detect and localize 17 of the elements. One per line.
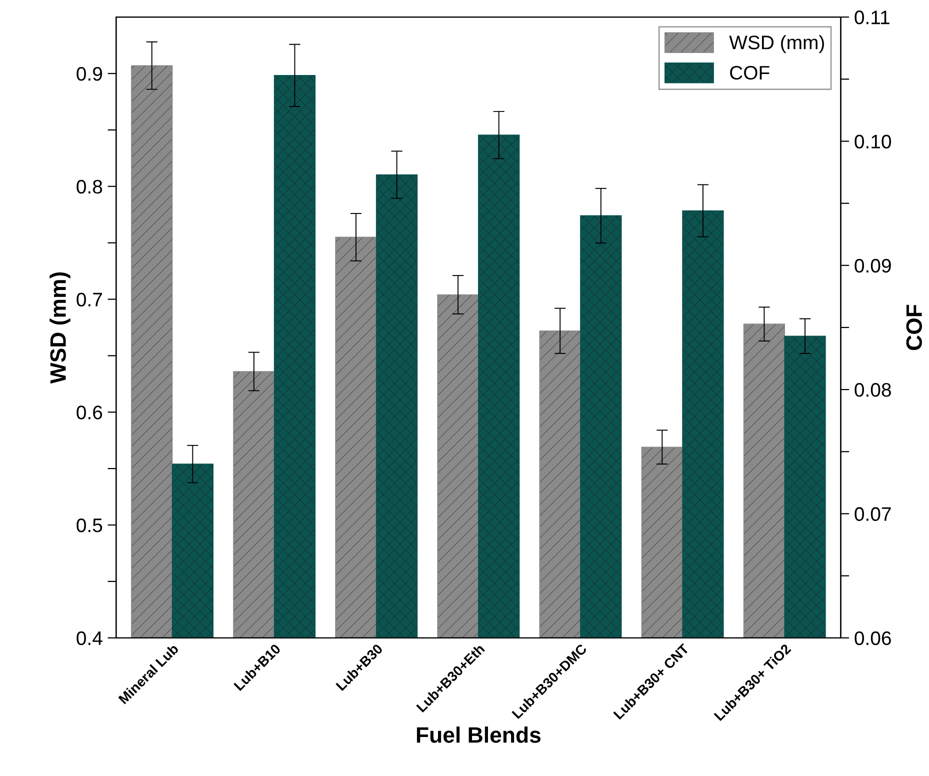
y2-tick-label: 0.06 [854, 631, 891, 646]
y-tick-label: 0.8 [76, 180, 102, 194]
y2-tick-label: 0.07 [854, 507, 891, 521]
y-tick-label: 0.4 [76, 631, 102, 646]
legend-label: COF [730, 66, 770, 80]
y2-tick-label: 0.08 [854, 383, 891, 397]
y2-tick-label: 0.09 [854, 258, 891, 273]
x-axis-title: Fuel Blends [416, 726, 540, 743]
y-tick-label: 0.6 [76, 406, 102, 420]
y-tick-label: 0.9 [76, 66, 102, 81]
legend-label: WSD (mm) [729, 35, 824, 54]
y2-tick-label: 0.11 [854, 10, 890, 24]
y2-tick-label: 0.10 [854, 134, 892, 148]
y-axis-title: WSD (mm) [50, 272, 70, 384]
y2-axis-title: COF [906, 304, 922, 350]
y-tick-label: 0.5 [76, 518, 102, 532]
y-tick-label: 0.7 [76, 292, 102, 306]
